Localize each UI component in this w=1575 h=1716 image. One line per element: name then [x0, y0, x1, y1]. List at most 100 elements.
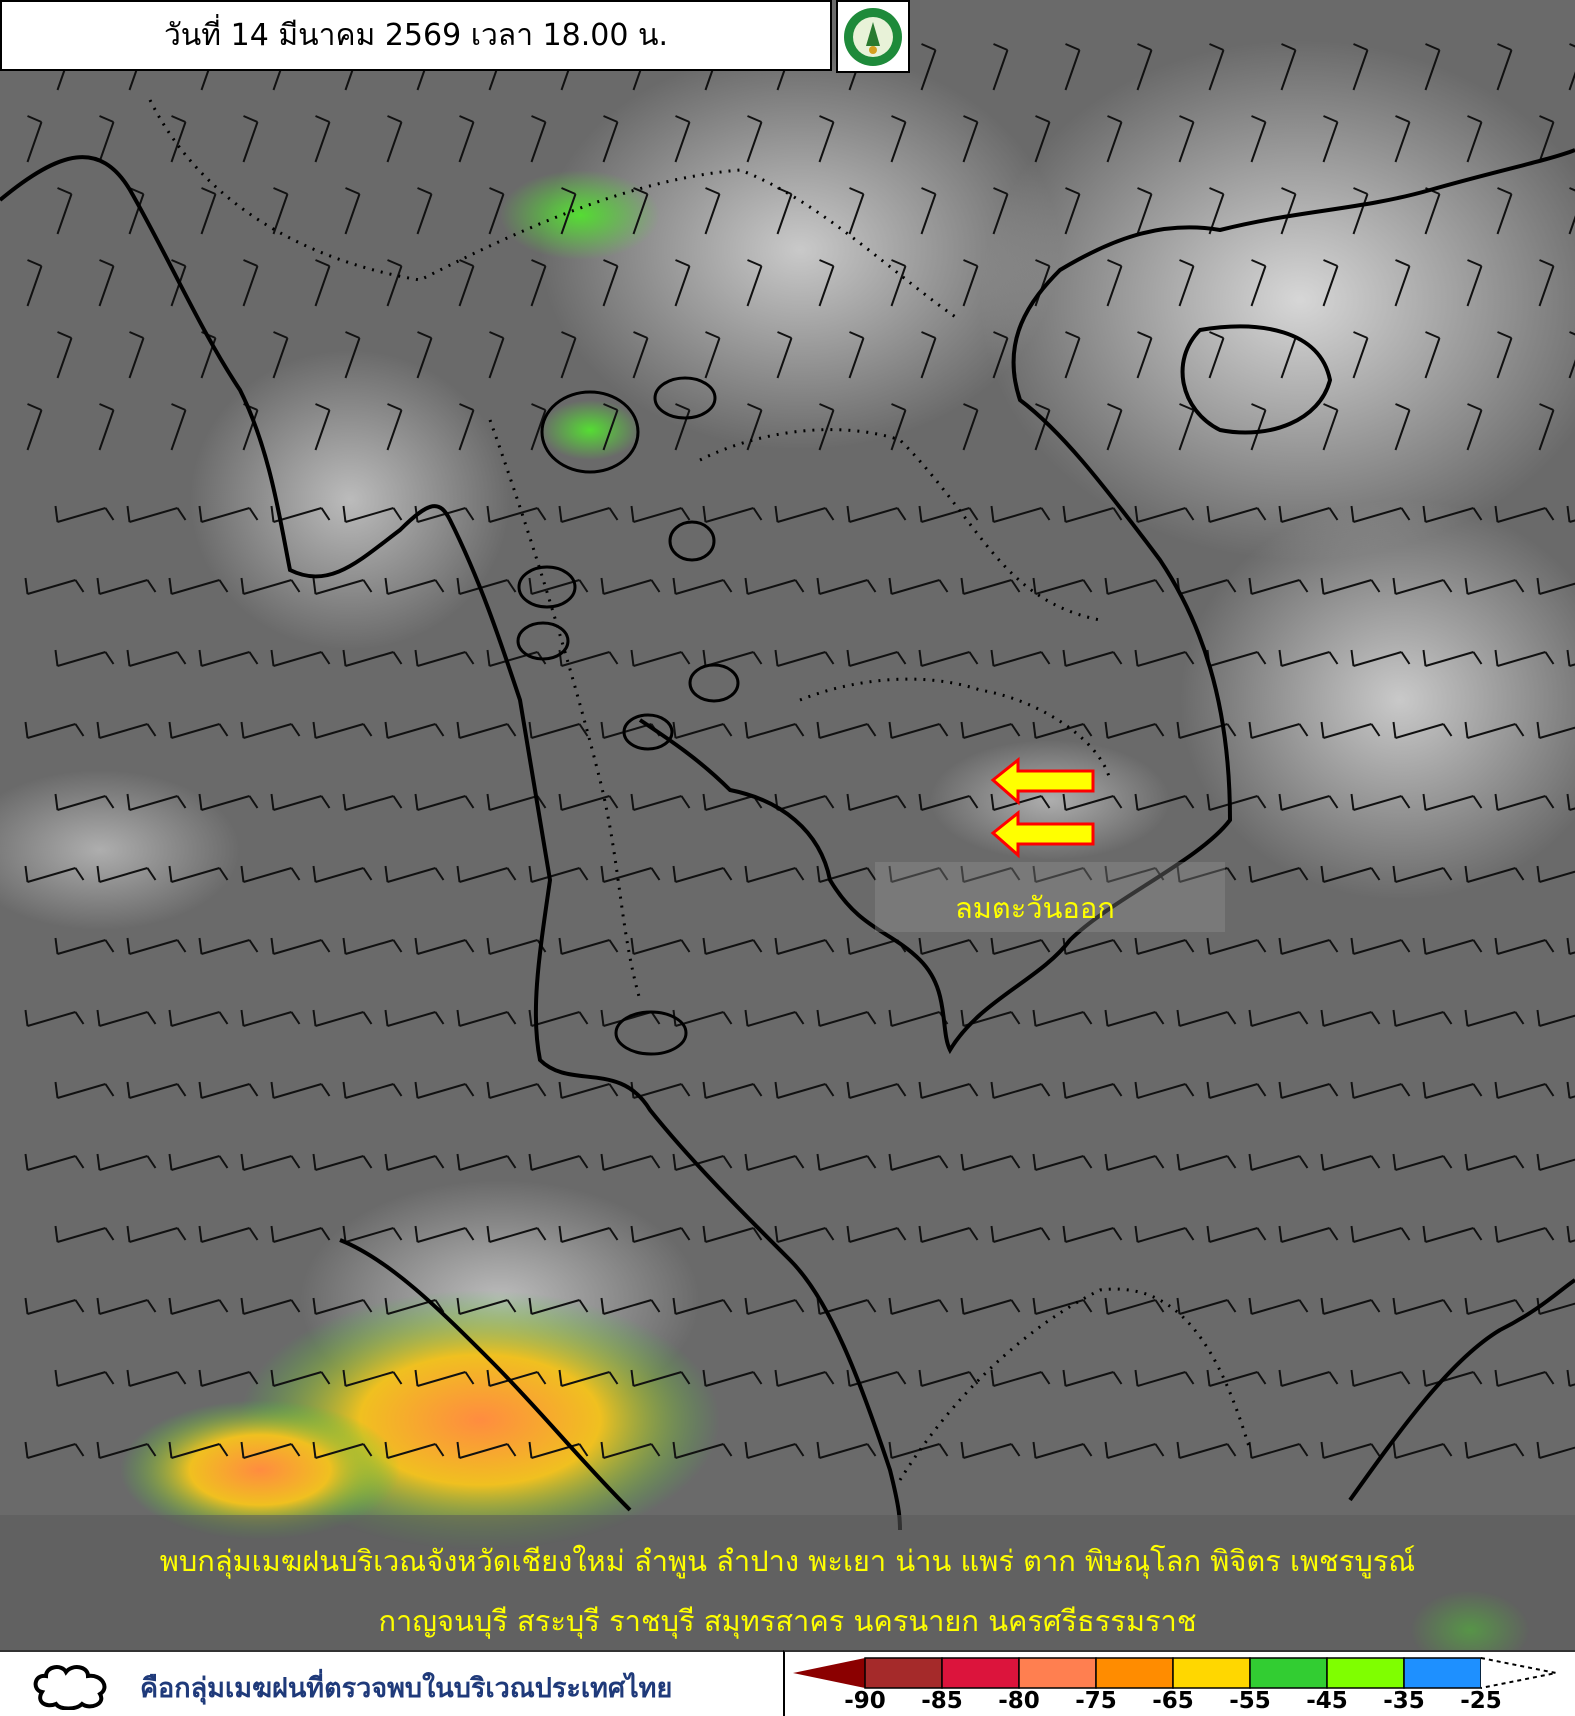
wind-barb: [98, 403, 115, 451]
wind-barb: [1536, 577, 1575, 595]
wind-barb: [1566, 793, 1575, 811]
wind-barb: [54, 1081, 115, 1099]
rain-report-line-2: กาญจนบุรี สระบุรี ราชบุรี สมุทรสาคร นครน…: [378, 1604, 1197, 1638]
wind-barb: [1536, 1009, 1575, 1027]
wind-barb: [1394, 259, 1411, 307]
wind-barb: [1320, 1153, 1381, 1171]
colorbar-segment: [941, 1657, 1020, 1689]
wind-barb: [1176, 1009, 1237, 1027]
wind-barb: [126, 1369, 187, 1387]
wind-barb: [1320, 721, 1381, 739]
wind-barb: [848, 331, 865, 379]
wind-barb: [1568, 43, 1575, 91]
wind-barb: [1104, 1441, 1165, 1459]
wind-barb: [918, 793, 979, 811]
wind-barb: [702, 937, 763, 955]
wind-barb: [818, 403, 835, 451]
wind-barb: [990, 1369, 1051, 1387]
wind-barb: [1394, 115, 1411, 163]
wind-barb: [1494, 649, 1555, 667]
wind-barb: [888, 721, 949, 739]
wind-barb: [816, 577, 877, 595]
wind-barb: [528, 1297, 589, 1315]
wind-barb: [1322, 259, 1339, 307]
wind-barb: [1032, 721, 1093, 739]
wind-barb: [890, 115, 907, 163]
borders: [148, 99, 1252, 1481]
wind-barb: [744, 577, 805, 595]
wind-barb: [918, 505, 979, 523]
wind-barb: [198, 937, 259, 955]
wind-barb: [1350, 1225, 1411, 1243]
wind-barb: [1566, 1225, 1575, 1243]
wind-barb: [888, 1441, 949, 1459]
cloud-outline-icon: [33, 1665, 107, 1710]
wind-barb: [1278, 1369, 1339, 1387]
wind-barb: [170, 403, 187, 451]
wind-barb: [24, 1009, 85, 1027]
colorbar-segment: [864, 1657, 943, 1689]
wind-barb: [1206, 1081, 1267, 1099]
wind-barb: [990, 1225, 1051, 1243]
wind-barb: [170, 115, 187, 163]
wind-barb: [630, 1225, 691, 1243]
wind-barb: [242, 259, 259, 307]
wind-barb: [846, 649, 907, 667]
wind-barb: [456, 1153, 517, 1171]
wind-barb: [1464, 1441, 1525, 1459]
wind-barb: [1106, 403, 1123, 451]
rain-report-banner: พบกลุ่มเมฆฝนบริเวณจังหวัดเชียงใหม่ ลำพูน…: [0, 1515, 1575, 1650]
wind-barb: [818, 115, 835, 163]
wind-barb: [1032, 1153, 1093, 1171]
wind-barb: [1466, 115, 1483, 163]
wind-barb: [962, 403, 979, 451]
wind-barb: [1206, 793, 1267, 811]
wind-barb: [672, 721, 733, 739]
wind-barb: [1422, 1081, 1483, 1099]
colorbar-high-end: [1480, 1657, 1557, 1689]
wind-barb: [1536, 865, 1575, 883]
wind-barb: [96, 1297, 157, 1315]
wind-barb: [1422, 649, 1483, 667]
wind-barb: [1538, 115, 1555, 163]
wind-barb: [558, 1225, 619, 1243]
wind-barb: [198, 793, 259, 811]
wind-barb: [960, 865, 1021, 883]
wind-barb: [240, 1441, 301, 1459]
wind-barb: [240, 865, 301, 883]
wind-barb: [54, 793, 115, 811]
wind-barb: [918, 649, 979, 667]
colorbar-segment: [1326, 1657, 1405, 1689]
wind-barb: [746, 403, 763, 451]
rain-report-line-1: พบกลุ่มเมฆฝนบริเวณจังหวัดเชียงใหม่ ลำพูน…: [159, 1544, 1416, 1578]
wind-barb: [890, 403, 907, 451]
wind-barb: [198, 649, 259, 667]
wind-barb: [456, 1297, 517, 1315]
wind-barb: [630, 937, 691, 955]
wind-barb: [1422, 1225, 1483, 1243]
wind-barb: [168, 865, 229, 883]
wind-barb: [528, 721, 589, 739]
wind-barb: [890, 259, 907, 307]
wind-barb: [414, 937, 475, 955]
wind-barb: [816, 865, 877, 883]
wind-barb: [342, 505, 403, 523]
wind-barb: [918, 1225, 979, 1243]
wind-barb: [1280, 43, 1297, 91]
wind-barb: [458, 403, 475, 451]
coastlines: [0, 148, 1575, 1531]
wind-barb: [54, 649, 115, 667]
wind-barb: [1034, 115, 1051, 163]
wind-barb: [486, 1081, 547, 1099]
wind-barb: [414, 1081, 475, 1099]
wind-barb: [1320, 865, 1381, 883]
wind-barb: [918, 937, 979, 955]
colorbar-low-end: [793, 1658, 865, 1688]
wind-barb: [672, 1153, 733, 1171]
wind-barb: [1176, 1441, 1237, 1459]
wind-barb: [1278, 793, 1339, 811]
wind-barb: [56, 331, 73, 379]
wind-barb: [486, 793, 547, 811]
wind-barb: [816, 721, 877, 739]
wind-barb: [126, 649, 187, 667]
